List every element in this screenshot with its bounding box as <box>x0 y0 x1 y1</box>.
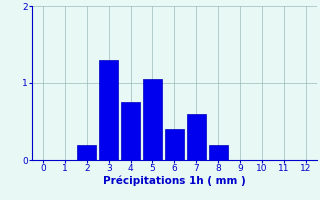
Bar <box>143 79 162 160</box>
Bar <box>77 145 96 160</box>
Bar <box>187 114 206 160</box>
Bar <box>209 145 228 160</box>
Bar <box>100 60 118 160</box>
X-axis label: Précipitations 1h ( mm ): Précipitations 1h ( mm ) <box>103 176 246 186</box>
Bar <box>165 129 184 160</box>
Bar <box>121 102 140 160</box>
